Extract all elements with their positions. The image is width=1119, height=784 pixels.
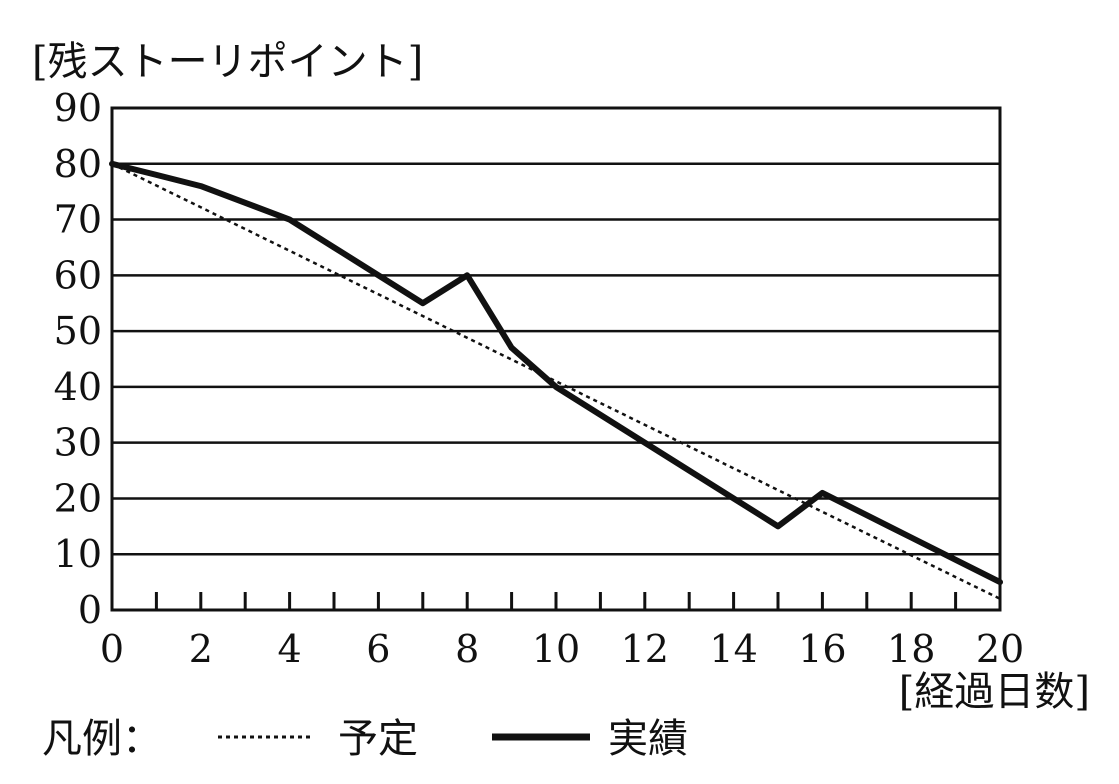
y-tick-label-0: 0 <box>78 588 102 632</box>
x-tick-label-16: 16 <box>798 627 846 671</box>
x-tick-marks <box>154 592 958 610</box>
y-tick-label-10: 10 <box>54 532 102 576</box>
x-tick-label-0: 0 <box>100 627 124 671</box>
y-tick-label-80: 80 <box>54 142 102 186</box>
y-tick-label-30: 30 <box>54 421 102 465</box>
series-lines <box>109 160 1003 600</box>
y-tick-label-60: 60 <box>54 253 102 297</box>
gridlines <box>112 162 1000 556</box>
tick-labels: 0 10 20 30 40 50 60 70 80 90 0 2 4 6 8 10 12 14 16 18 20 <box>54 86 1025 671</box>
legend: 凡例： 予定 実績 <box>42 716 688 762</box>
x-tick-label-2: 2 <box>189 627 213 671</box>
legend-label-planned: 予定 <box>338 716 418 762</box>
x-axis-label: [経過日数] <box>899 669 1090 715</box>
y-tick-label-70: 70 <box>54 198 102 242</box>
x-tick-label-10: 10 <box>532 627 580 671</box>
y-tick-label-40: 40 <box>54 365 102 409</box>
x-tick-label-6: 6 <box>366 627 390 671</box>
legend-label-actual: 実績 <box>608 716 688 762</box>
x-tick-label-4: 4 <box>278 627 302 671</box>
x-tick-label-12: 12 <box>621 627 669 671</box>
y-tick-label-50: 50 <box>54 309 102 353</box>
series-line-actual <box>109 160 1003 586</box>
x-tick-label-8: 8 <box>455 627 479 671</box>
x-tick-label-20: 20 <box>976 627 1024 671</box>
series-line-planned <box>111 162 1001 600</box>
y-tick-label-90: 90 <box>54 86 102 130</box>
x-tick-label-14: 14 <box>709 627 757 671</box>
y-tick-label-20: 20 <box>54 476 102 520</box>
x-tick-label-18: 18 <box>887 627 935 671</box>
y-axis-label: [残ストーリポイント] <box>32 39 423 85</box>
legend-title: 凡例： <box>42 716 162 762</box>
